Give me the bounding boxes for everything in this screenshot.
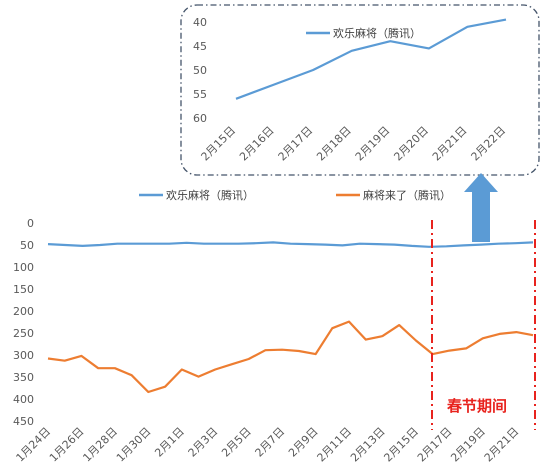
y-tick-label: 150 — [13, 283, 34, 296]
x-tick-label: 2月21日 — [482, 425, 522, 465]
x-tick-label: 1月26日 — [47, 425, 87, 465]
x-tick-label: 1月24日 — [14, 425, 54, 465]
x-tick-label: 2月15日 — [381, 425, 421, 465]
y-tick-label: 300 — [13, 349, 34, 362]
x-tick-label: 2月7日 — [253, 425, 288, 460]
inset-x-tick-label: 2月20日 — [391, 124, 431, 164]
legend-label-2: 麻将来了（腾讯） — [363, 188, 451, 202]
inset-x-tick-label: 2月21日 — [430, 124, 470, 164]
y-tick-label: 100 — [13, 261, 34, 274]
y-tick-label: 450 — [13, 415, 34, 428]
inset-y-tick-label: 55 — [193, 88, 207, 101]
inset-frame — [180, 4, 540, 176]
series-line-2 — [47, 320, 534, 394]
inset-y-tick-label: 40 — [193, 16, 207, 29]
x-tick-label: 2月5日 — [219, 425, 254, 460]
x-tick-label: 2月17日 — [415, 425, 455, 465]
inset-x-tick-label: 2月19日 — [353, 124, 393, 164]
y-tick-label: 200 — [13, 305, 34, 318]
x-tick-label: 2月19日 — [448, 425, 488, 465]
y-tick-label: 400 — [13, 393, 34, 406]
inset-x-tick-label: 2月22日 — [469, 124, 509, 164]
x-tick-label: 2月11日 — [315, 425, 355, 465]
inset-x-tick-label: 2月15日 — [199, 124, 239, 164]
series-line-1 — [47, 241, 534, 248]
y-tick-label: 0 — [27, 217, 34, 230]
x-tick-label: 1月30日 — [114, 425, 154, 465]
inset-x-tick-label: 2月16日 — [237, 124, 277, 164]
inset-series-line — [235, 18, 507, 100]
legend-label-1: 欢乐麻将（腾讯） — [166, 188, 254, 202]
x-tick-label: 2月13日 — [348, 425, 388, 465]
inset-y-tick-label: 60 — [193, 112, 207, 125]
y-tick-label: 50 — [20, 239, 34, 252]
inset-y-tick-label: 50 — [193, 64, 207, 77]
x-tick-label: 2月3日 — [186, 425, 221, 460]
inset-x-tick-label: 2月18日 — [314, 124, 354, 164]
inset-x-tick-label: 2月17日 — [276, 124, 316, 164]
y-tick-label: 350 — [13, 371, 34, 384]
x-tick-label: 2月1日 — [152, 425, 187, 460]
x-tick-label: 1月28日 — [80, 425, 120, 465]
inset-legend-label: 欢乐麻将（腾讯） — [333, 26, 421, 40]
up-arrow — [464, 173, 498, 242]
festival-label: 春节期间 — [447, 397, 507, 415]
y-tick-label: 250 — [13, 327, 34, 340]
inset-y-tick-label: 45 — [193, 40, 207, 53]
